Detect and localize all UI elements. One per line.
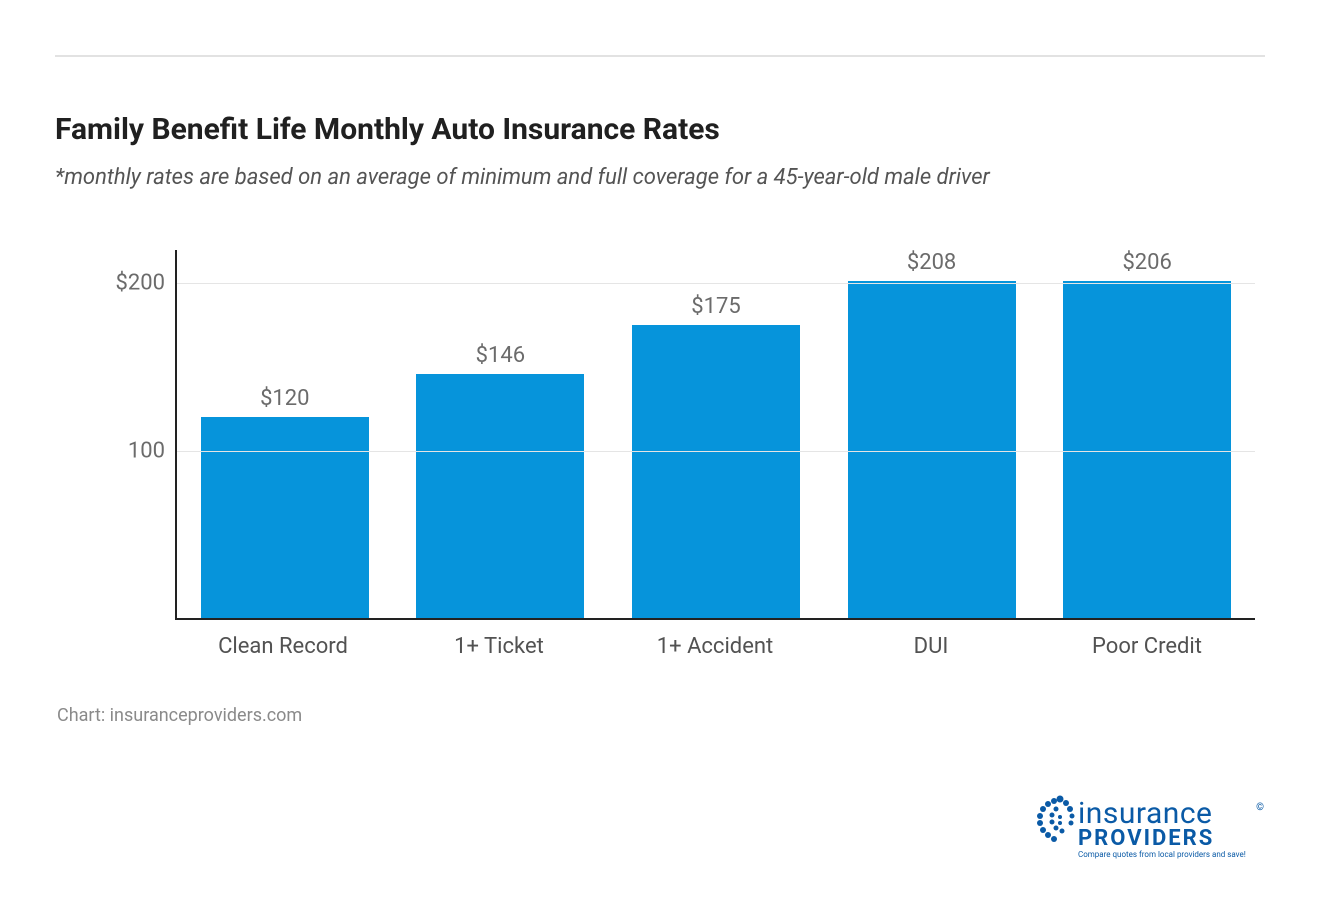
bar-slot: $146 [393, 250, 609, 618]
plot-region: $120$146$175$208$206 100$200 [175, 250, 1255, 620]
gridline [177, 283, 1255, 284]
bar-slot: $120 [177, 250, 393, 618]
bar-slot: $175 [608, 250, 824, 618]
bar-value-label: $206 [1122, 250, 1171, 275]
bar [416, 374, 584, 618]
x-axis-labels: Clean Record1+ Ticket1+ AccidentDUIPoor … [175, 620, 1255, 670]
bar [632, 325, 800, 618]
chart-area: $120 $146 $175 $208 $206 100 $200 Clean Recor… [105, 250, 1255, 670]
chart-subtitle: *monthly rates are based on an average o… [55, 165, 1265, 190]
top-divider [55, 55, 1265, 57]
bar [848, 281, 1016, 618]
bar-value-label: $175 [691, 294, 740, 319]
bars-container: $120 $146 $175 $208 $206 [177, 250, 1255, 618]
bar-value-label: $208 [907, 250, 956, 275]
gridline [177, 451, 1255, 452]
bar [1063, 281, 1231, 618]
logo-text-line2: PROVIDERS [1078, 826, 1214, 851]
bar-value-label: $146 [476, 343, 525, 368]
x-axis-label: DUI [823, 620, 1039, 670]
logo-tagline: Compare quotes from local providers and … [1078, 850, 1246, 859]
logo-dots-icon [1030, 795, 1076, 849]
x-axis-label: Poor Credit [1039, 620, 1255, 670]
y-axis-label: $200 [116, 271, 165, 296]
x-axis-label: Clean Record [175, 620, 391, 670]
brand-logo: insurance PROVIDERS © Compare quotes fro… [1030, 790, 1260, 870]
bar-value-label: $120 [260, 386, 309, 411]
chart-credit: Chart: insuranceproviders.com [57, 705, 1265, 726]
chart-title: Family Benefit Life Monthly Auto Insuran… [55, 112, 1265, 147]
bar-slot: $206 [1039, 250, 1255, 618]
bar [201, 417, 369, 618]
y-axis-label: 100 [128, 438, 165, 463]
x-axis-label: 1+ Accident [607, 620, 823, 670]
bar-slot: $208 [824, 250, 1040, 618]
x-axis-label: 1+ Ticket [391, 620, 607, 670]
logo-registered-icon: © [1256, 802, 1264, 813]
